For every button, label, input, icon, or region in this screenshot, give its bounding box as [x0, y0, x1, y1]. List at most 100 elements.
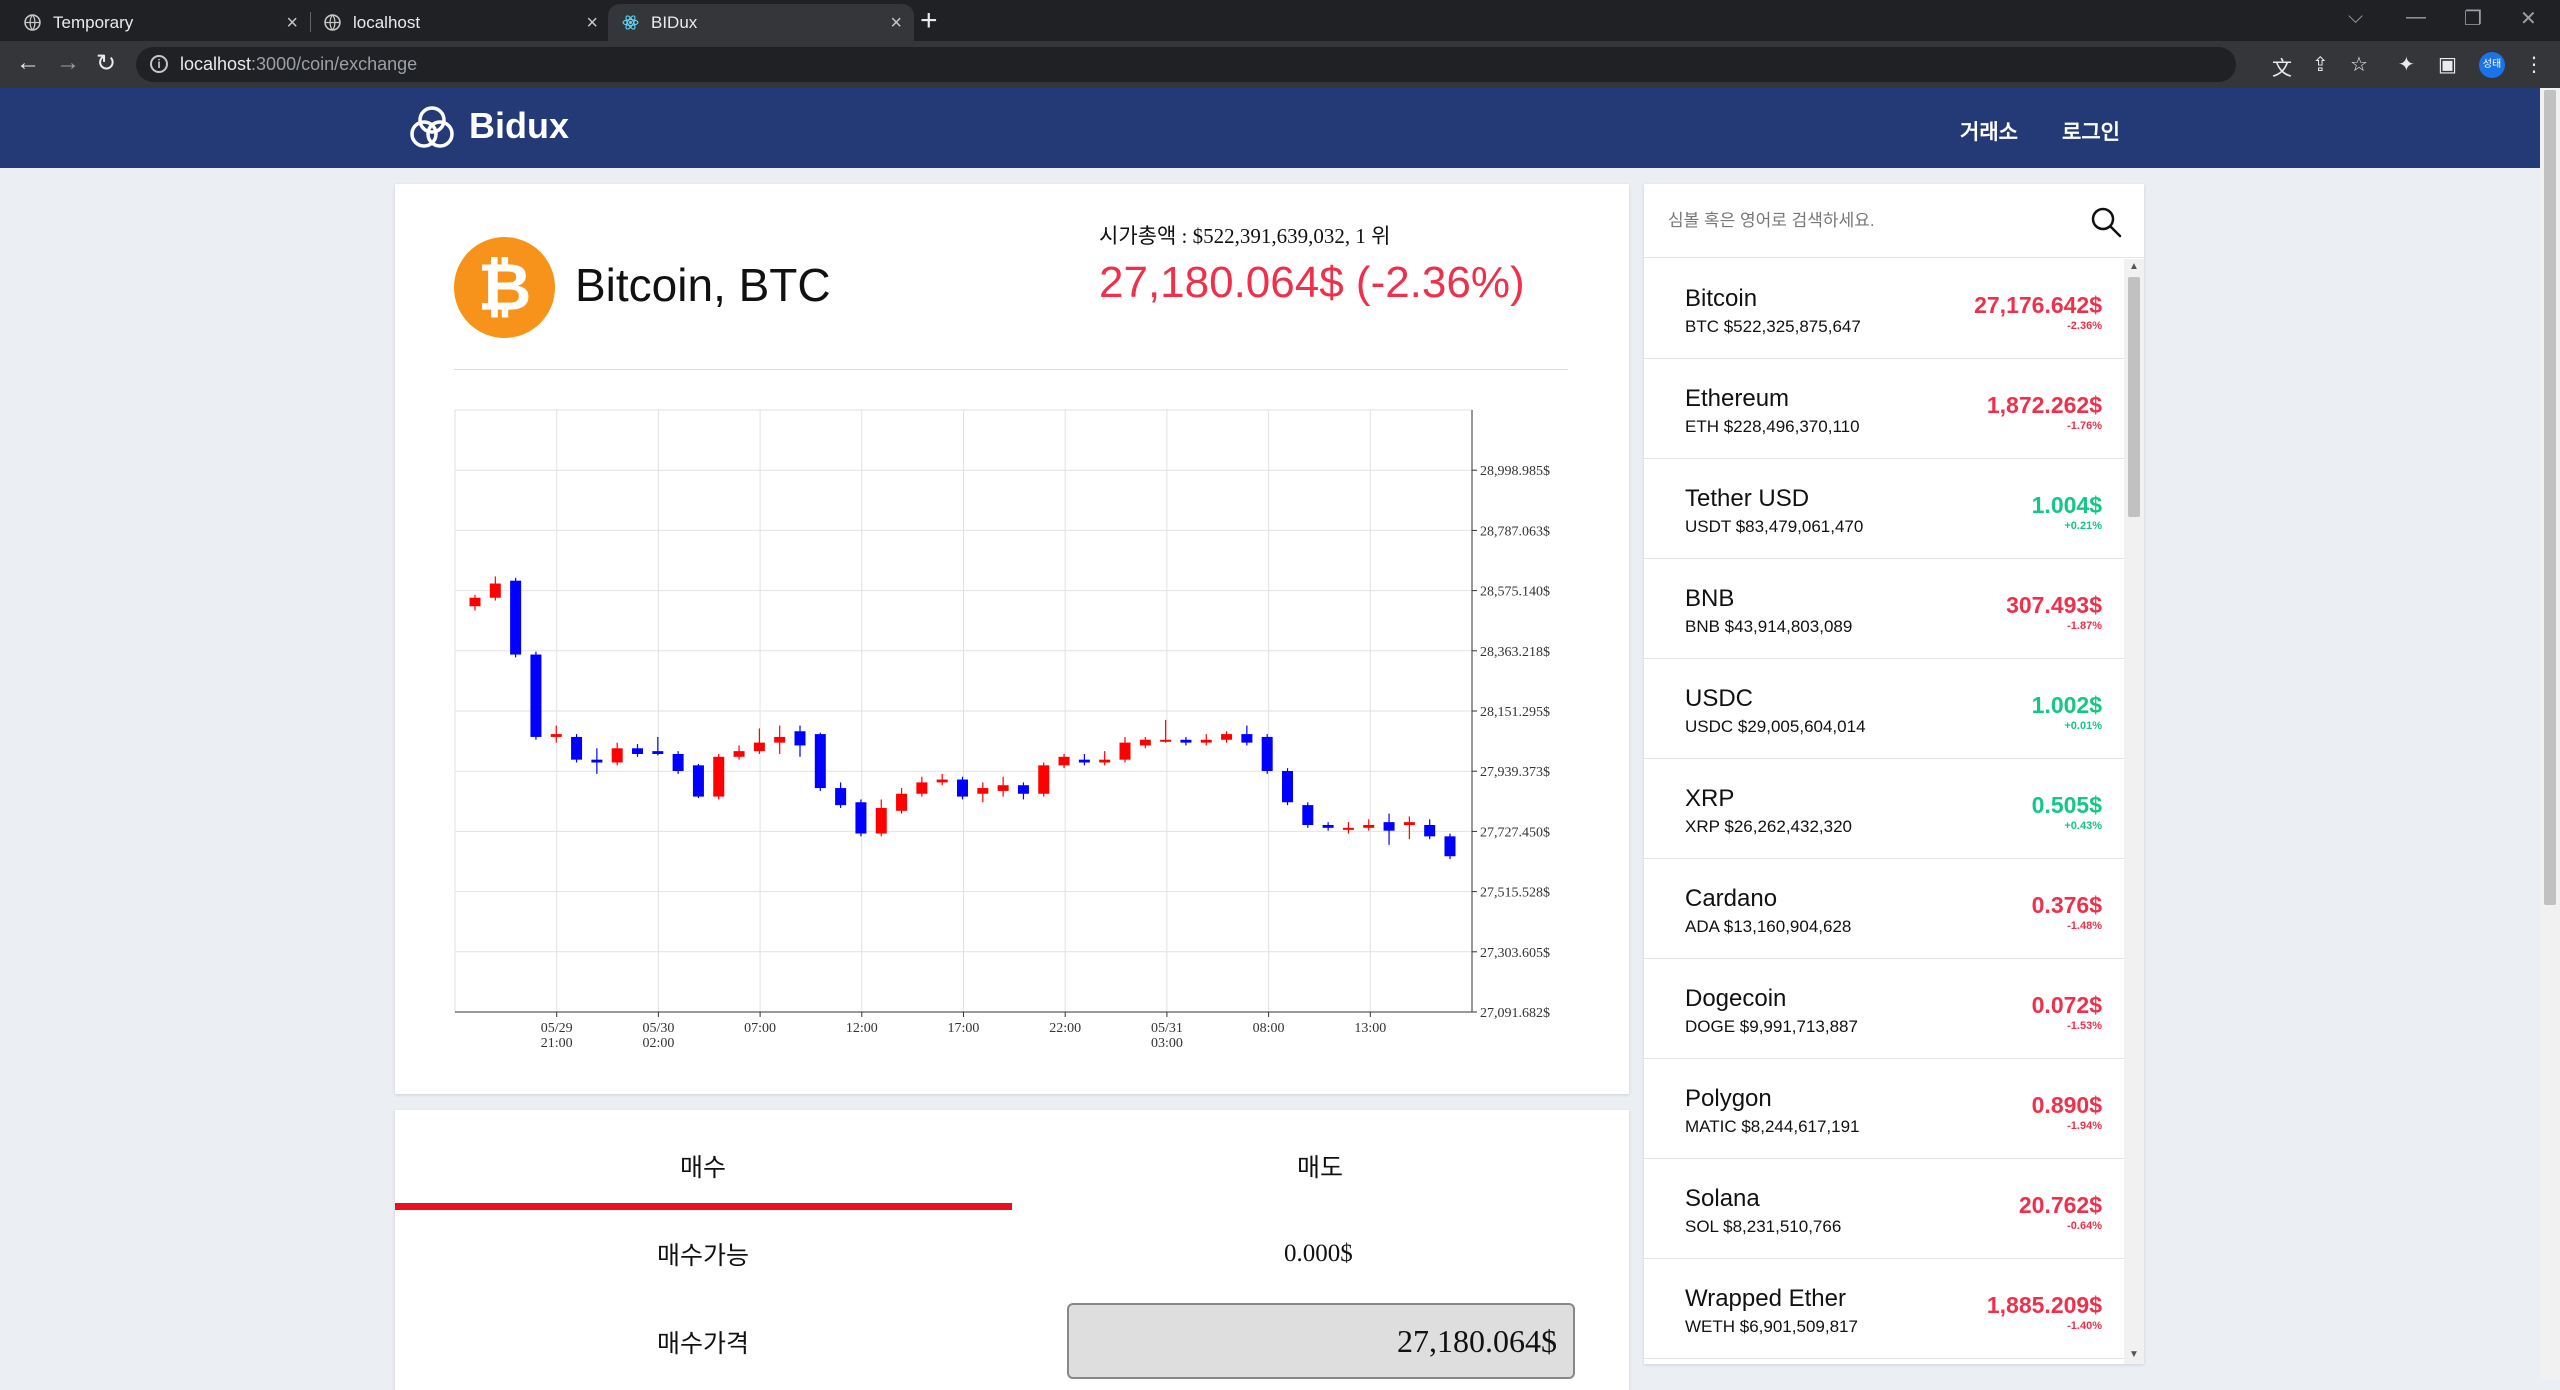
candle-body [611, 748, 623, 763]
scroll-down-icon[interactable]: ▼ [2129, 1349, 2139, 1360]
coin-list-item[interactable]: Polygon MATIC $8,244,617,191 0.890$ -1.9… [1644, 1059, 2124, 1159]
coin-list-item[interactable]: Bitcoin BTC $522,325,875,647 27,176.642$… [1644, 259, 2124, 359]
logo-text[interactable]: Bidux [469, 105, 570, 146]
menu-kebab-icon[interactable]: ⋮ [2524, 54, 2544, 76]
candle-body [1363, 824, 1375, 828]
candle-body [1160, 739, 1172, 742]
coin-list-item[interactable]: Dogecoin DOGE $9,991,713,887 0.072$ -1.5… [1644, 959, 2124, 1059]
coin-price: 20.762$ [2018, 1192, 2102, 1218]
x-tick-label: 07:00 [744, 1021, 776, 1036]
browser-tab-localhost[interactable]: localhost × [310, 4, 610, 41]
candle-body [835, 788, 847, 806]
coin-symbol-cap: SOL $8,231,510,766 [1685, 1217, 1842, 1236]
tab-sell[interactable]: 매도 [1297, 1154, 1344, 1182]
bidux-logo-icon[interactable] [406, 104, 458, 152]
coin-list-item[interactable]: BNB BNB $43,914,803,089 307.493$ -1.87% [1644, 559, 2124, 659]
coin-name: Polygon [1685, 1085, 1772, 1112]
site-info-icon[interactable]: i [150, 55, 168, 73]
coin-change: -2.36% [2067, 320, 2102, 332]
coin-name: Wrapped Ether [1685, 1285, 1846, 1312]
extensions-icon[interactable]: ✦ [2398, 54, 2415, 76]
translate-icon[interactable]: 文 [2272, 58, 2292, 80]
coin-search-input[interactable] [1644, 184, 2144, 258]
coin-price: 0.890$ [2031, 1092, 2102, 1118]
back-icon[interactable]: ← [16, 49, 40, 76]
url-host: localhost [180, 54, 252, 74]
coin-detail-card: ₿ Bitcoin, BTC 시가총액 : $522,391,639,032, … [395, 184, 1629, 1094]
candlestick-chart[interactable]: 28,998.985$ 28,787.063$ 28,575.140$ 28,363.… [395, 184, 1629, 1094]
coin-symbol-cap: DOGE $9,991,713,887 [1685, 1017, 1858, 1036]
window-close-icon[interactable]: ✕ [2520, 8, 2537, 30]
coin-list-scrollbar[interactable]: ▲ ▼ [2124, 259, 2144, 1364]
x-tick-label: 21:00 [541, 1036, 573, 1051]
close-tab-icon[interactable]: × [890, 12, 902, 34]
reload-icon[interactable]: ↻ [96, 50, 117, 77]
coin-change: +0.43% [2064, 820, 2102, 832]
candle-body [977, 788, 989, 794]
active-tab-indicator [395, 1203, 1012, 1210]
page-scrollbar[interactable] [2540, 88, 2560, 1380]
close-tab-icon[interactable]: × [286, 12, 298, 34]
y-tick-label: 27,091.682$ [1480, 1006, 1550, 1021]
y-tick-label: 27,515.528$ [1480, 886, 1550, 901]
coin-price: 27,176.642$ [1974, 292, 2102, 318]
x-tick-label: 02:00 [642, 1036, 674, 1051]
coin-list-item[interactable]: Cardano ADA $13,160,904,628 0.376$ -1.48… [1644, 859, 2124, 959]
globe-icon [324, 14, 341, 31]
candle-body [652, 751, 664, 754]
coin-price: 0.376$ [2031, 892, 2102, 918]
coin-name: Bitcoin [1685, 285, 1758, 312]
coin-price: 1,885.209$ [1986, 1292, 2102, 1318]
available-value: 0.000$ [1284, 1240, 1353, 1267]
profile-avatar[interactable]: 성태 [2479, 52, 2505, 78]
x-tick-label: 05/30 [642, 1021, 674, 1036]
candle-body [1017, 785, 1029, 794]
scroll-up-icon[interactable]: ▲ [2129, 261, 2139, 272]
candle-body [1038, 765, 1050, 794]
market-cap-text: 시가총액 : $522,391,639,032, 1 위 [1099, 224, 1391, 248]
browser-tab-temporary[interactable]: Temporary × [10, 4, 310, 41]
y-tick-label: 28,575.140$ [1480, 585, 1550, 600]
nav-login[interactable]: 로그인 [2062, 121, 2120, 144]
browser-tab-bidux[interactable]: BIDux × [608, 4, 914, 41]
search-icon[interactable] [2090, 206, 2122, 238]
coin-price: 0.072$ [2031, 992, 2102, 1018]
coin-list-item[interactable]: Wrapped Ether WETH $6,901,509,817 1,885.… [1644, 1259, 2124, 1359]
candle-body [1444, 836, 1456, 857]
coin-symbol-cap: ETH $228,496,370,110 [1685, 417, 1860, 436]
browser-tab-bar: Temporary × localhost × BIDux × + ⌵ — ❐ … [0, 0, 2560, 41]
share-icon[interactable]: ⇪ [2312, 54, 2329, 76]
coin-list-item[interactable]: USDC USDC $29,005,604,014 1.002$ +0.01% [1644, 659, 2124, 759]
tab-separator [310, 12, 311, 32]
coin-change: -1.40% [2067, 1320, 2102, 1332]
coin-list-item[interactable]: XRP XRP $26,262,432,320 0.505$ +0.43% [1644, 759, 2124, 859]
coin-list-item[interactable]: Tether USD USDT $83,479,061,470 1.004$ +… [1644, 459, 2124, 559]
nav-exchange[interactable]: 거래소 [1960, 121, 2018, 144]
x-tick-label: 12:00 [846, 1021, 878, 1036]
forward-icon[interactable]: → [56, 49, 80, 76]
tab-buy[interactable]: 매수 [680, 1154, 727, 1182]
candle-body [1424, 824, 1436, 837]
coin-name: USDC [1685, 685, 1754, 712]
candle-body [1403, 822, 1415, 825]
scrollbar-thumb[interactable] [2544, 90, 2556, 905]
bookmark-star-icon[interactable]: ☆ [2350, 54, 2368, 76]
restore-icon[interactable]: ❐ [2464, 8, 2482, 30]
candle-body [1302, 805, 1314, 825]
candle-body [753, 742, 765, 752]
minimize-icon[interactable]: — [2406, 6, 2426, 28]
buy-price-input[interactable] [1067, 1303, 1575, 1379]
candle-body [1342, 827, 1354, 830]
url-path: :3000/coin/exchange [251, 54, 418, 74]
address-bar[interactable]: i localhost:3000/coin/exchange [136, 47, 2236, 82]
tab-search-icon[interactable]: ⌵ [2348, 6, 2364, 28]
coin-price: 1,872.262$ [1986, 392, 2102, 418]
coin-list-scroll-thumb[interactable] [2128, 277, 2140, 517]
new-tab-icon[interactable]: + [920, 4, 938, 37]
coin-symbol-cap: XRP $26,262,432,320 [1685, 817, 1852, 836]
coin-list-item[interactable]: Ethereum ETH $228,496,370,110 1,872.262$… [1644, 359, 2124, 459]
coin-list-item[interactable]: Solana SOL $8,231,510,766 20.762$ -0.64% [1644, 1159, 2124, 1259]
close-tab-icon[interactable]: × [586, 12, 598, 34]
coin-symbol-cap: USDC $29,005,604,014 [1685, 717, 1866, 736]
side-panel-icon[interactable]: ▣ [2438, 54, 2457, 76]
